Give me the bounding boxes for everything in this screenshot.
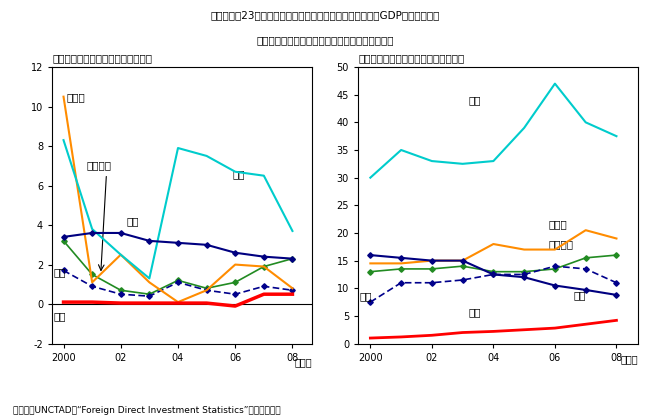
Text: 中国: 中国 bbox=[126, 216, 139, 226]
Text: 英国: 英国 bbox=[469, 95, 481, 105]
Text: （％）（２）ストックのグディーピ比: （％）（２）ストックのグディーピ比 bbox=[358, 54, 464, 64]
Text: 日本: 日本 bbox=[53, 311, 66, 321]
Text: （％）（１）フローのグディーピ比: （％）（１）フローのグディーピ比 bbox=[52, 54, 152, 64]
Text: 韓国: 韓国 bbox=[53, 267, 66, 277]
Text: ドイツ: ドイツ bbox=[549, 220, 568, 230]
Text: 第３－３－23図　対内直接投賄（フロー及びストック）のGDP比の国際比較: 第３－３－23図 対内直接投賄（フロー及びストック）のGDP比の国際比較 bbox=[211, 10, 440, 21]
Text: （年）: （年） bbox=[620, 354, 638, 365]
Text: ドイツ: ドイツ bbox=[66, 93, 85, 103]
Text: （年）: （年） bbox=[295, 357, 312, 367]
Text: アメリカ: アメリカ bbox=[87, 160, 111, 170]
Text: 日本: 日本 bbox=[469, 307, 481, 317]
Text: 我が国の対内直接投賄は低水準ながら増加の動き: 我が国の対内直接投賄は低水準ながら増加の動き bbox=[256, 36, 395, 46]
Text: アメリカ: アメリカ bbox=[549, 239, 574, 249]
Text: 中国: 中国 bbox=[574, 290, 586, 300]
Text: 韓国: 韓国 bbox=[359, 291, 372, 301]
Text: （備考）UNCTAD　“Foreign Direct Investment Statistics”により作成。: （備考）UNCTAD “Foreign Direct Investment St… bbox=[13, 406, 281, 415]
Text: 英国: 英国 bbox=[232, 170, 245, 180]
